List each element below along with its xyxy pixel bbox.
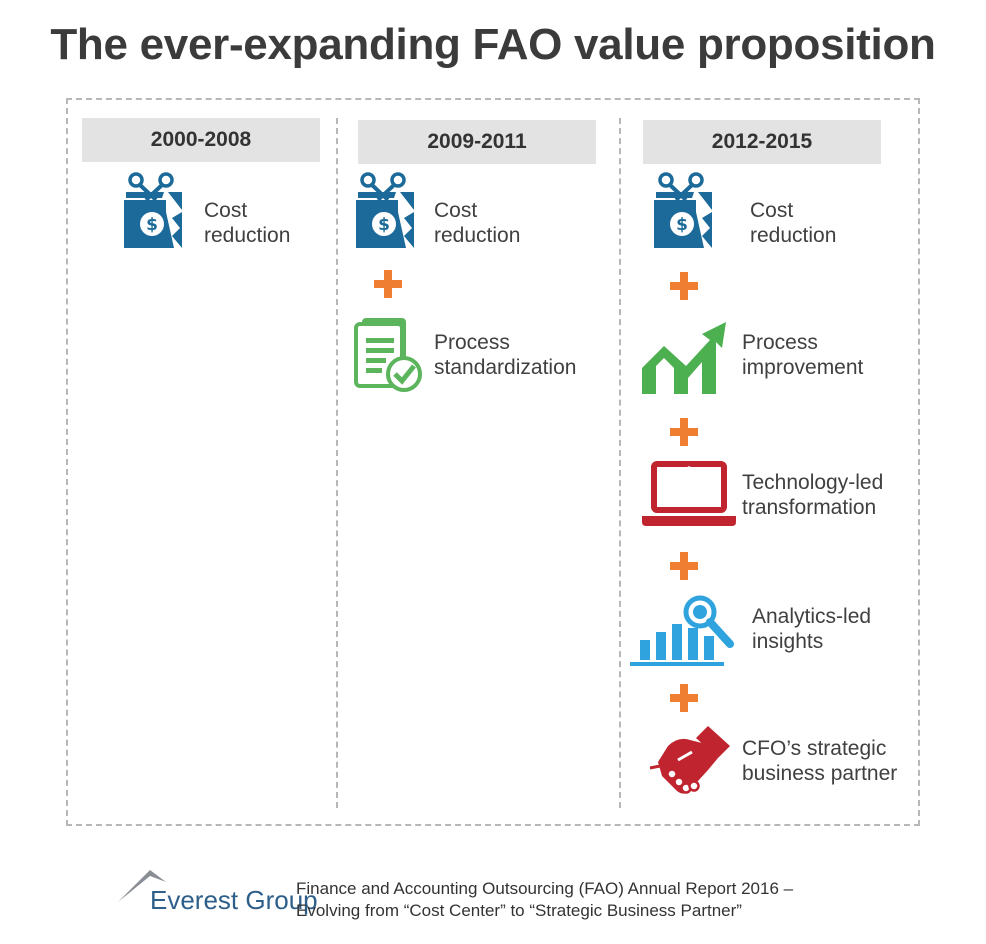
period-header: 2012-2015: [643, 120, 881, 164]
item-label: Process improvement: [742, 331, 864, 379]
process-standardization-icon: [354, 318, 422, 392]
laptop-icon: [642, 461, 736, 526]
diagram-frame: [66, 98, 920, 826]
process-improvement-icon: [642, 322, 726, 394]
item-label: Cost reduction: [750, 199, 837, 247]
item-label: Cost reduction: [204, 199, 291, 247]
item-label: Technology-led transformation: [742, 471, 884, 519]
plus-icon: [670, 418, 698, 446]
cost-reduction-icon: [652, 172, 716, 248]
plus-icon: [670, 684, 698, 712]
cost-reduction-icon: [122, 172, 186, 248]
company-logo: Everest Group: [150, 885, 318, 915]
page-title: The ever-expanding FAO value proposition: [50, 20, 936, 69]
plus-icon: [374, 270, 402, 298]
period-header: 2009-2011: [358, 120, 596, 164]
analytics-icon: [630, 595, 734, 666]
handshake-icon: [649, 726, 730, 794]
plus-icon: [670, 272, 698, 300]
item-label: CFO’s strategic business partner: [742, 737, 898, 785]
item-label: Process standardization: [434, 331, 577, 379]
plus-icon: [670, 552, 698, 580]
column-divider: [336, 118, 338, 808]
period-header: 2000-2008: [82, 118, 320, 162]
item-label: Analytics-led insights: [752, 605, 872, 653]
item-label: Cost reduction: [434, 199, 521, 247]
footer-caption: Finance and Accounting Outsourcing (FAO)…: [296, 879, 794, 920]
column-divider: [619, 118, 621, 808]
cost-reduction-icon: [354, 172, 418, 248]
